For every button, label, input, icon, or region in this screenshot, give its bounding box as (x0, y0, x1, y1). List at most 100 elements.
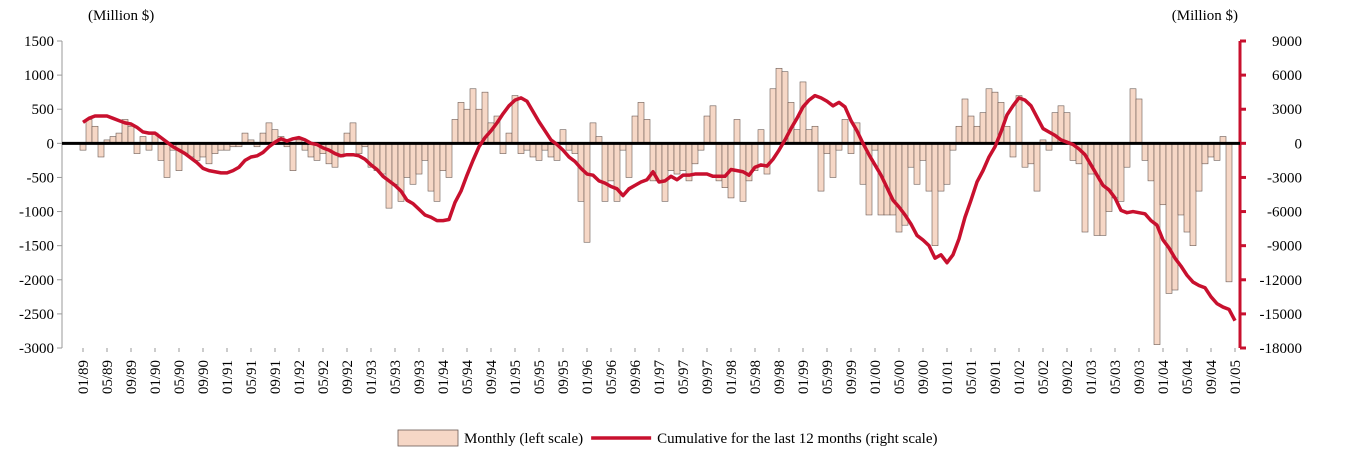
legend-swatch (397, 429, 459, 447)
bar (1111, 143, 1119, 199)
bar (379, 143, 387, 175)
bar (427, 143, 435, 192)
bar (1153, 143, 1161, 345)
bar (757, 129, 765, 144)
x-tick-label: 05/92 (316, 360, 332, 394)
bar (385, 143, 393, 209)
bar (535, 143, 543, 161)
y-tick-label: -2000 (19, 273, 54, 289)
bar (1033, 143, 1041, 192)
bar (679, 143, 687, 171)
y2-tick-label: 3000 (1272, 102, 1302, 118)
bar (469, 88, 477, 144)
bar (1123, 143, 1131, 168)
x-tick-label: 01/89 (76, 360, 92, 394)
bar (91, 125, 99, 144)
bar (589, 122, 597, 144)
bar (1177, 143, 1185, 216)
legend-label: Monthly (left scale) (464, 431, 583, 447)
x-tick-label: 09/91 (268, 360, 284, 394)
bar (703, 115, 711, 144)
y2-tick-label: 0 (1295, 136, 1303, 152)
bar (991, 91, 999, 144)
bar (691, 143, 699, 165)
y2-axis-label: (Million $) (1172, 8, 1238, 24)
bar (433, 143, 441, 202)
bar (1129, 88, 1137, 144)
x-tick-label: 05/98 (748, 360, 764, 394)
bar (349, 122, 357, 144)
bar (205, 143, 213, 165)
bar (475, 108, 483, 144)
bar (847, 143, 855, 154)
bar (961, 98, 969, 144)
bar (415, 143, 423, 175)
bar (1147, 143, 1155, 182)
y-tick-label: -1500 (19, 239, 54, 255)
x-tick-label: 05/94 (460, 360, 476, 395)
x-tick-label: 01/93 (364, 360, 380, 394)
y-tick-label: 1000 (24, 68, 54, 84)
bar (463, 108, 471, 144)
y-tick-label: -1000 (19, 205, 54, 221)
bar (505, 132, 513, 144)
x-tick-label: 09/98 (772, 360, 788, 394)
bar (439, 143, 447, 171)
bar (661, 143, 669, 202)
y2-tick-label: -18000 (1260, 341, 1303, 357)
bar (97, 143, 105, 158)
bar (1171, 143, 1179, 291)
x-tick-label: 05/95 (532, 360, 548, 394)
bar (607, 143, 615, 182)
x-tick-label: 05/96 (604, 360, 620, 395)
bar (805, 129, 813, 144)
bar (985, 88, 993, 144)
y2-tick-label: 9000 (1272, 34, 1302, 50)
x-tick-label: 01/01 (940, 360, 956, 394)
x-tick-label: 09/02 (1060, 360, 1076, 394)
x-tick-label: 05/00 (892, 360, 908, 394)
x-tick-label: 05/91 (244, 360, 260, 394)
bar (583, 143, 591, 243)
x-tick-label: 05/97 (676, 360, 692, 395)
bar (733, 119, 741, 144)
bar (763, 143, 771, 175)
x-tick-label: 01/92 (292, 360, 308, 394)
bar (265, 122, 273, 144)
bar (259, 132, 267, 144)
x-tick-label: 09/90 (196, 360, 212, 394)
y-tick-label: 1500 (24, 34, 54, 50)
x-tick-label: 01/94 (436, 360, 452, 395)
x-tick-label: 09/93 (412, 360, 428, 394)
bar (673, 143, 681, 175)
y-tick-label: -2500 (19, 307, 54, 323)
bar (163, 143, 171, 178)
x-tick-label: 09/92 (340, 360, 356, 394)
x-tick-label: 09/04 (1204, 360, 1220, 395)
bar (973, 125, 981, 144)
bar (325, 143, 333, 165)
bar (85, 119, 93, 144)
x-tick-label: 01/98 (724, 360, 740, 394)
x-tick-label: 01/99 (796, 360, 812, 394)
y2-tick-label: -12000 (1260, 273, 1303, 289)
bar (913, 143, 921, 185)
bar (1021, 143, 1029, 168)
bar (1159, 143, 1167, 206)
bar (457, 102, 465, 144)
bar (241, 132, 249, 144)
bar (499, 143, 507, 154)
bar (709, 105, 717, 144)
x-tick-label: 05/90 (172, 360, 188, 394)
x-tick-label: 05/03 (1108, 360, 1124, 394)
bar (571, 143, 579, 154)
bar (355, 143, 363, 154)
bar (601, 143, 609, 202)
x-tick-label: 09/97 (700, 360, 716, 395)
bar (1141, 143, 1149, 161)
x-tick-label: 05/04 (1180, 360, 1196, 395)
y2-tick-label: -15000 (1260, 307, 1303, 323)
bar (529, 143, 537, 158)
bar (955, 125, 963, 144)
